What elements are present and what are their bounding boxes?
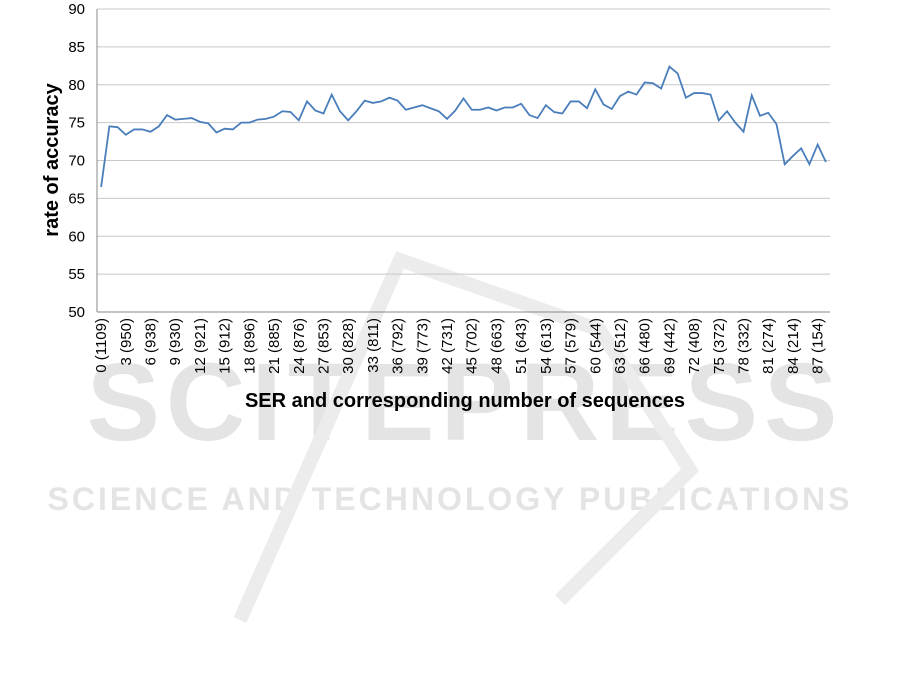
y-tick-label: 75	[68, 115, 85, 132]
x-tick-label: 75 (372)	[711, 318, 728, 374]
x-tick-label: 15 (912)	[217, 318, 234, 374]
x-tick-label: 42 (731)	[439, 318, 456, 374]
x-tick-label: 24 (876)	[291, 318, 308, 374]
watermark-shape	[233, 251, 699, 623]
x-tick-label: 78 (332)	[736, 318, 753, 374]
y-tick-label: 90	[68, 1, 85, 18]
y-tick-label: 50	[68, 304, 85, 321]
y-tick-label: 65	[68, 190, 85, 207]
data-line	[100, 65, 827, 188]
y-tick-label: 80	[68, 77, 85, 94]
x-tick-label: 36 (792)	[390, 318, 407, 374]
x-tick-label: 54 (613)	[538, 318, 555, 374]
x-tick-label: 63 (512)	[612, 318, 629, 374]
y-tick-label: 55	[68, 266, 85, 283]
x-tick-label: 12 (921)	[192, 318, 209, 374]
watermark-subtitle: SCIENCE AND TECHNOLOGY PUBLICATIONS	[48, 481, 853, 517]
x-tick-label: 30 (828)	[340, 318, 357, 374]
x-tick-label: 3 (950)	[118, 318, 135, 366]
x-tick-label: 33 (811)	[365, 318, 382, 373]
x-tick-label: 45 (702)	[464, 318, 481, 374]
x-tick-label: 87 (154)	[810, 318, 827, 374]
x-tick-label: 69 (442)	[661, 318, 678, 374]
x-tick-label: 57 (579)	[563, 318, 580, 374]
y-tick-label: 85	[68, 39, 85, 56]
x-tick-label: 6 (938)	[143, 318, 160, 366]
x-tick-label: 39 (773)	[414, 318, 431, 374]
x-tick-label: 27 (853)	[315, 318, 332, 374]
x-tick-label: 72 (408)	[686, 318, 703, 374]
x-axis-title: SER and corresponding number of sequence…	[245, 390, 685, 412]
x-tick-label: 0 (1109)	[93, 318, 110, 373]
x-tick-label: 48 (663)	[488, 318, 505, 374]
x-tick-label: 66 (480)	[637, 318, 654, 374]
x-tick-label: 21 (885)	[266, 318, 283, 374]
x-tick-label: 81 (274)	[760, 318, 777, 374]
y-tick-label: 70	[68, 153, 85, 170]
x-tick-label: 60 (544)	[587, 318, 604, 374]
x-tick-label: 51 (643)	[513, 318, 530, 374]
watermark: SCITEPRESS	[87, 341, 844, 464]
x-tick-label: 9 (930)	[167, 318, 184, 366]
x-tick-label: 84 (214)	[785, 318, 802, 374]
y-tick-label: 60	[68, 228, 85, 245]
y-axis-title: rate of accuracy	[41, 82, 63, 236]
x-tick-label: 18 (896)	[241, 318, 258, 374]
